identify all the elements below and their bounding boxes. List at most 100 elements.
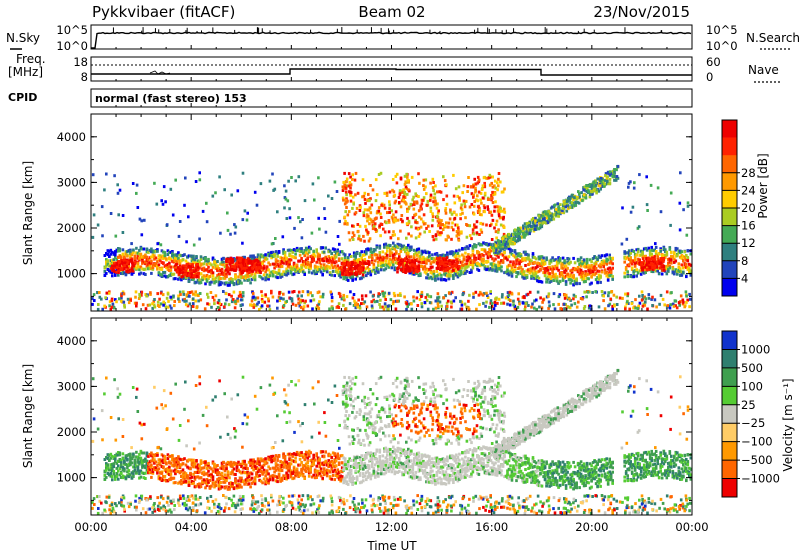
power-cell	[387, 308, 390, 311]
power-cell	[406, 176, 409, 179]
power-cell	[569, 261, 572, 264]
power-cell	[467, 247, 470, 250]
power-cell	[307, 293, 310, 296]
power-cell	[156, 292, 159, 295]
power-cell	[123, 301, 126, 304]
power-cell	[571, 279, 574, 282]
power-cell	[452, 277, 455, 280]
power-cell	[222, 290, 225, 293]
power-cell	[256, 263, 259, 266]
power-cell	[361, 298, 364, 301]
power-cell	[357, 230, 360, 233]
power-cell	[666, 251, 669, 254]
power-cell	[386, 194, 389, 197]
power-cell	[538, 306, 541, 309]
power-cell	[392, 242, 395, 245]
power-cell	[512, 238, 515, 241]
power-cell	[582, 188, 585, 191]
power-cell	[410, 248, 413, 251]
power-cell	[473, 205, 476, 208]
power-cell	[544, 274, 547, 277]
power-cell	[541, 215, 544, 218]
power-cell	[374, 228, 377, 231]
power-cell	[427, 273, 430, 276]
power-cell	[179, 272, 182, 275]
power-cell	[409, 270, 412, 273]
power-cell	[449, 217, 452, 220]
power-cell	[410, 246, 413, 249]
power-cell	[594, 188, 597, 191]
power-cell	[457, 252, 460, 255]
power-cell	[486, 205, 489, 208]
power-cell	[627, 292, 630, 295]
power-cell	[307, 290, 310, 293]
power-cell	[304, 300, 307, 303]
power-cell	[372, 227, 375, 230]
power-cell	[135, 305, 138, 308]
power-cell	[132, 251, 135, 254]
power-cell	[412, 264, 415, 267]
power-cell	[556, 277, 559, 280]
power-cell	[658, 272, 661, 275]
power-cell	[451, 213, 454, 216]
power-cell	[492, 219, 495, 222]
power-cell	[675, 260, 678, 263]
power-cell	[294, 253, 297, 256]
power-cell	[312, 250, 315, 253]
power-cell	[595, 191, 598, 194]
power-cell	[435, 238, 438, 241]
power-cell	[402, 195, 405, 198]
power-cell	[431, 224, 434, 227]
power-cell	[415, 213, 418, 216]
power-cell	[341, 272, 344, 275]
power-cell	[404, 201, 407, 204]
power-cell	[389, 264, 392, 267]
power-cell	[189, 291, 192, 294]
power-cell	[402, 188, 405, 191]
power-cell	[399, 230, 402, 233]
power-cell	[267, 268, 270, 271]
power-cell	[451, 222, 454, 225]
power-cell	[117, 274, 120, 277]
power-cell	[436, 270, 439, 273]
power-cell	[297, 294, 300, 297]
power-cell	[323, 251, 326, 254]
power-cell	[328, 308, 331, 311]
power-cell	[611, 262, 614, 265]
power-cell	[389, 191, 392, 194]
power-cell	[574, 201, 577, 204]
power-cell	[413, 208, 416, 211]
power-cell	[532, 252, 535, 255]
power-cell	[432, 186, 435, 189]
power-cell	[410, 225, 413, 228]
power-cell	[131, 269, 134, 272]
power-cell	[150, 272, 153, 275]
power-cell	[355, 172, 358, 175]
power-cell	[251, 300, 254, 303]
power-cell	[553, 213, 556, 216]
power-cell	[483, 210, 486, 213]
power-cell	[444, 179, 447, 182]
power-cell	[352, 238, 355, 241]
power-cell	[349, 268, 352, 271]
power-cell	[688, 293, 691, 296]
power-cell	[406, 210, 409, 213]
power-cell	[190, 272, 193, 275]
power-cell	[446, 203, 449, 206]
power-cell	[431, 253, 434, 256]
power-cell	[288, 291, 291, 294]
power-cell	[423, 179, 426, 182]
power-cell	[406, 193, 409, 196]
power-cell	[613, 294, 616, 297]
power-cell	[489, 174, 492, 177]
power-cell	[314, 255, 317, 258]
power-cell	[676, 273, 679, 276]
power-cell	[225, 269, 228, 272]
power-cell	[192, 302, 195, 305]
power-cell	[367, 231, 370, 234]
power-cell	[197, 272, 200, 275]
power-cell	[605, 263, 608, 266]
power-cell	[324, 247, 327, 250]
power-cell	[487, 260, 490, 263]
power-cell	[375, 178, 378, 181]
